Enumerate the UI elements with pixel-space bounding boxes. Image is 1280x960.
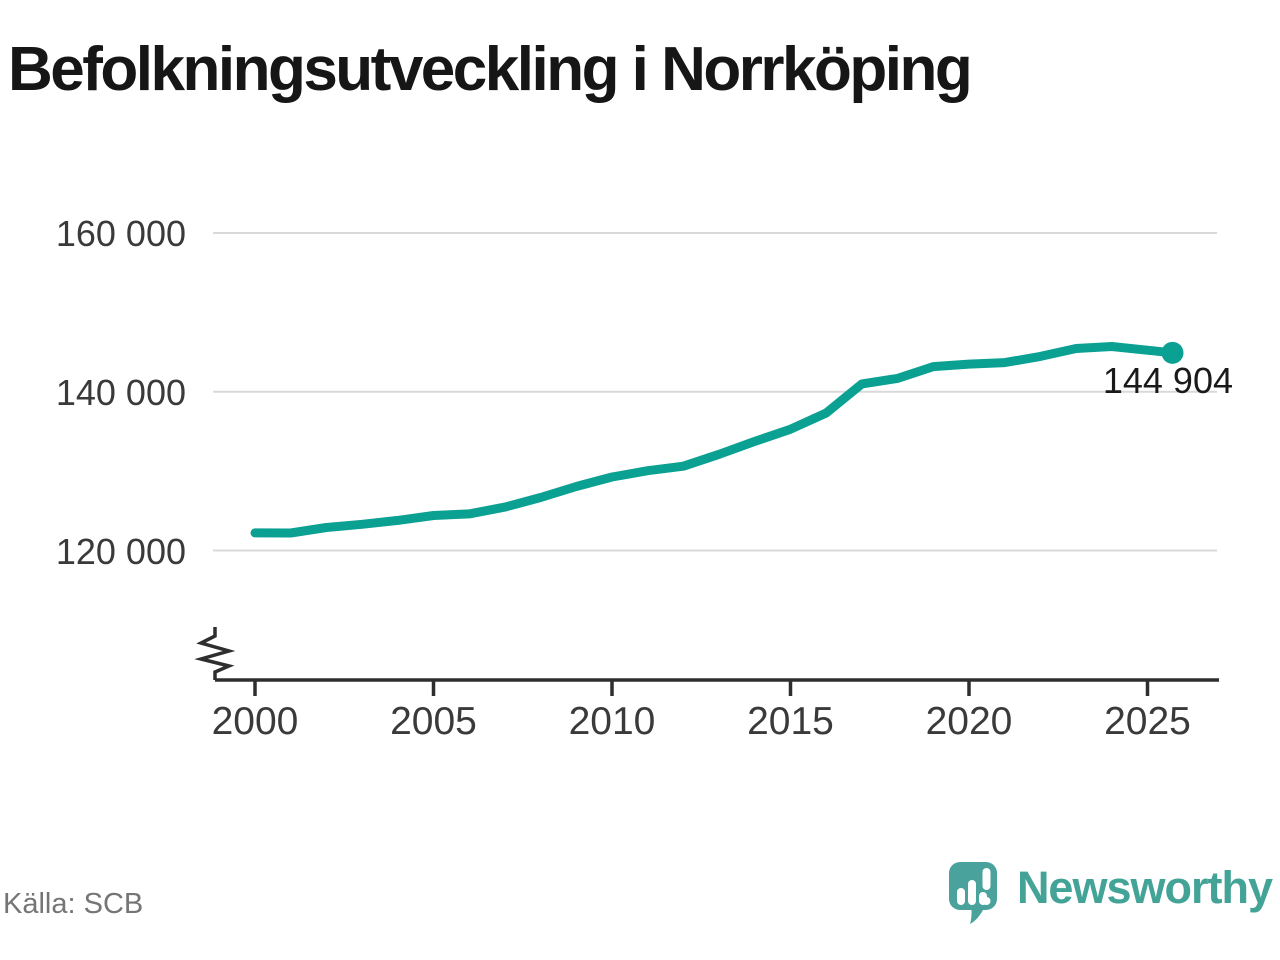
gridlines-layer [213, 232, 1217, 552]
y-axis-label-160000: 160 000 [55, 213, 186, 254]
source-label: Källa: SCB [3, 888, 144, 920]
chart-title: Befolkningsutveckling i Norrköping [8, 35, 973, 104]
series-layer [250, 341, 1184, 538]
axis-layer [194, 627, 1219, 696]
newsworthy-speech-bubble-bar-chart-icon [948, 862, 997, 924]
x-axis-label-2000: 2000 [211, 700, 299, 743]
y-axis-label-140000: 140 000 [55, 371, 186, 413]
y-axis-break-icon [194, 627, 236, 680]
x-axis-label-2010: 2010 [568, 700, 656, 743]
x-axis-ticks [253, 680, 1150, 696]
newsworthy-wordmark: Newsworthy [1016, 861, 1273, 913]
x-axis-label-2015: 2015 [747, 700, 834, 743]
latest-value-label: 144 904 [1102, 360, 1233, 401]
x-axis-label-2005: 2005 [390, 700, 477, 743]
x-axis-label-2020: 2020 [925, 700, 1013, 743]
x-axis-label-2025: 2025 [1104, 700, 1191, 743]
y-axis-label-120000: 120 000 [55, 530, 186, 572]
newsworthy-branding: Newsworthy [945, 858, 1273, 930]
latest-value-marker [1161, 341, 1184, 364]
population-line-series [250, 342, 1177, 538]
